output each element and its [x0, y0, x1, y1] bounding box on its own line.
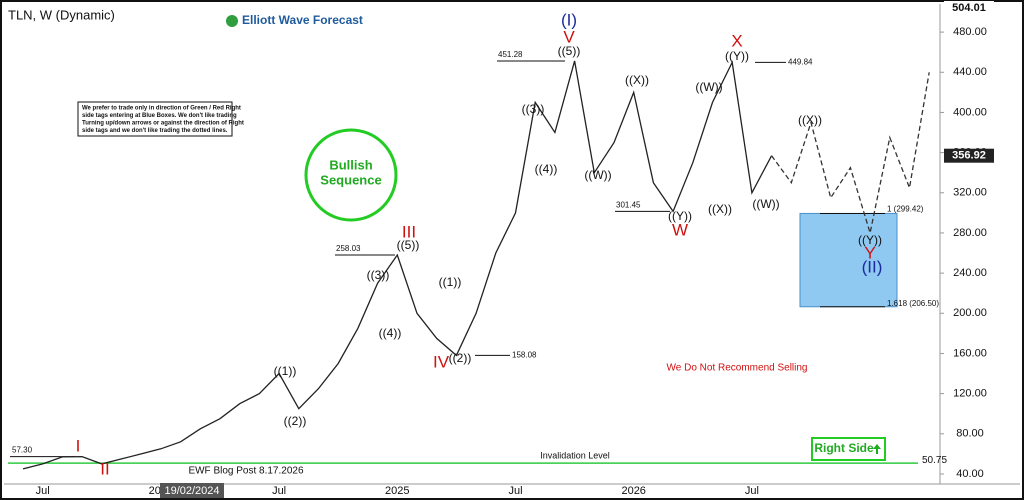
wave-label: ((X))	[708, 202, 732, 216]
invalidation-value: 50.75	[922, 455, 947, 466]
up-arrow	[873, 444, 881, 454]
level-label: 258.03	[336, 244, 361, 253]
x-tick-label: Jul	[272, 485, 286, 497]
y-tick-label: 160.00	[953, 347, 987, 359]
wave-label: ((5))	[397, 238, 420, 252]
wave-label: ((5))	[558, 44, 581, 58]
wave-label: III	[402, 222, 416, 241]
level-label: 301.45	[616, 201, 641, 210]
target-box	[799, 212, 898, 308]
blog-label: EWF Blog Post 8.17.2026	[188, 466, 304, 477]
y-tick-label: 80.00	[956, 428, 984, 440]
wave-label: ((X))	[625, 73, 649, 87]
wave-label: ((3))	[522, 102, 545, 116]
note-text: side tags entering at Blue Boxes. We don…	[82, 113, 237, 119]
note-text: side tags and we don't like trading the …	[82, 128, 228, 134]
right-side: Right Side	[814, 441, 874, 455]
y-tick-label: 480.00	[953, 26, 987, 38]
brand: Elliott Wave Forecast	[242, 13, 363, 27]
note-text: Turning up/down arrows or against the di…	[82, 121, 244, 127]
wave-label: ((1))	[439, 275, 462, 289]
level-label: 449.84	[788, 58, 813, 67]
wave-label: X	[731, 31, 742, 50]
logo-icon	[226, 15, 238, 27]
wave-label: II	[100, 459, 109, 478]
y-tick-label: 240.00	[953, 267, 987, 279]
wave-label: W	[672, 220, 688, 239]
price-tag: 504.01	[952, 2, 986, 14]
y-tick-label: 200.00	[953, 307, 987, 319]
wave-label: ((4))	[535, 162, 558, 176]
badge-circle	[304, 128, 398, 222]
wave-label: ((2))	[284, 414, 307, 428]
box-top-label: 1 (299.42)	[887, 205, 924, 214]
y-tick-label: 120.00	[953, 388, 987, 400]
level-label: 57.30	[12, 446, 33, 455]
wave-label: (II)	[862, 257, 883, 276]
level-label: 451.28	[498, 50, 523, 59]
warning: We Do Not Recommend Selling	[667, 363, 808, 374]
price-line	[771, 72, 930, 234]
wave-label: ((W))	[584, 168, 611, 182]
wave-label: ((Y))	[725, 49, 749, 63]
level-label: 158.08	[512, 350, 537, 359]
y-tick-label: 440.00	[953, 66, 987, 78]
right-side-box	[811, 437, 886, 461]
wave-label: ((4))	[379, 326, 402, 340]
price-line	[22, 60, 773, 470]
wave-label: ((3))	[367, 268, 390, 282]
y-tick-label: 280.00	[953, 227, 987, 239]
x-tick-label: 2026	[621, 485, 645, 497]
wave-label: V	[563, 27, 575, 46]
crosshair-date: 19/02/2024	[164, 485, 219, 497]
wave-label: ((W))	[695, 80, 722, 94]
x-tick-label: Jul	[745, 485, 759, 497]
wave-label: ((Y))	[858, 233, 882, 247]
price-tag-bg	[944, 0, 994, 15]
badge-text: Sequence	[320, 172, 381, 187]
note-text: We prefer to trade only in direction of …	[82, 106, 241, 112]
y-tick-label: 400.00	[953, 106, 987, 118]
badge-text: Bullish	[329, 157, 372, 172]
note-box	[77, 101, 233, 137]
wave-label: IV	[433, 352, 450, 371]
x-tick-label: 2025	[385, 485, 409, 497]
x-tick-label: Jul	[36, 485, 50, 497]
wave-label: ((1))	[274, 364, 297, 378]
chart-title: TLN, W (Dynamic)	[8, 7, 115, 22]
wave-label: ((2))	[449, 351, 472, 365]
y-tick-label: 320.00	[953, 187, 987, 199]
price-tag-bg	[944, 148, 994, 163]
price-tag: 356.92	[952, 150, 986, 162]
x-tick-label: Jul	[508, 485, 522, 497]
wave-label: Y	[864, 243, 875, 262]
wave-label: ((Y))	[668, 209, 692, 223]
invalidation-label: Invalidation Level	[540, 451, 610, 461]
wave-label: ((X))	[798, 113, 822, 127]
crosshair-tag-bg	[160, 483, 224, 498]
box-bottom-label: 1.618 (206.50)	[887, 299, 939, 308]
y-tick-label: 40.00	[956, 468, 984, 480]
wave-label: (I)	[561, 10, 577, 29]
wave-label: ((W))	[752, 197, 779, 211]
wave-label: I	[76, 436, 81, 455]
